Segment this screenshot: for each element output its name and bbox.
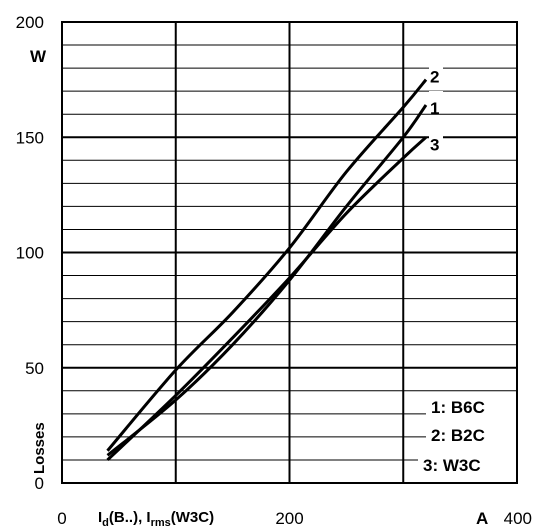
legend-box-1 [426, 394, 516, 420]
legend-item-3: 3: W3C [423, 456, 481, 475]
y-unit-label: W [30, 47, 47, 66]
plot-frame [61, 21, 518, 484]
x-unit-label: A [476, 509, 488, 527]
legend-item-1: 1: B6C [431, 398, 485, 417]
series-label-2: 2 [430, 68, 439, 87]
x-tick-label: 0 [57, 509, 66, 527]
y-tick-label: 150 [16, 128, 44, 147]
x-axis-label: Id(B..), Irms(W3C) [98, 509, 214, 527]
y-tick-label: 0 [35, 474, 44, 493]
grid [62, 22, 517, 483]
y-tick-label: 100 [16, 244, 44, 263]
series-line-3 [106, 136, 428, 462]
series-line-2 [106, 78, 428, 452]
series-label-bg-1 [429, 90, 443, 109]
x-tick-label: 200 [275, 509, 303, 527]
legend: 1: B6C 2: B2C 3: W3C [418, 394, 516, 478]
series-line-1 [106, 104, 428, 457]
y-axis-label: Losses [31, 422, 48, 474]
tick-labels: 0 50 100 150 200 0 200 400 [16, 13, 532, 527]
legend-box-3 [418, 452, 516, 478]
y-tick-label: 200 [16, 13, 44, 32]
y-tick-label: 50 [25, 359, 44, 378]
legend-item-2: 2: B2C [431, 426, 485, 445]
x-tick-label: 400 [504, 509, 532, 527]
series-label-1: 1 [430, 99, 439, 118]
series-layer: 1 2 3 [106, 59, 443, 462]
series-label-bg-2 [429, 59, 443, 78]
legend-box-2 [426, 422, 516, 446]
series-label-bg-3 [429, 127, 443, 146]
series-label-3: 3 [430, 135, 439, 154]
